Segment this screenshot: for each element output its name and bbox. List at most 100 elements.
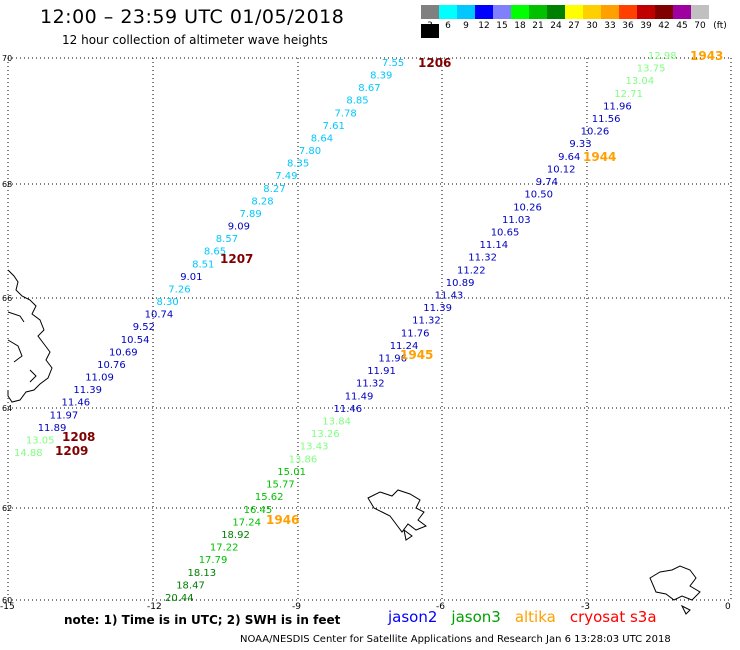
wave-height-value: 10.50 (524, 190, 553, 201)
wave-height-value: 10.26 (513, 202, 542, 213)
color-swatch (421, 5, 439, 19)
color-scale-label: (ft) (713, 21, 727, 31)
wave-height-value: 11.14 (480, 240, 509, 251)
wave-height-value: 8.27 (263, 184, 285, 195)
wave-height-value: 8.64 (311, 134, 333, 145)
wave-height-value: 12.98 (648, 51, 677, 62)
wave-height-value: 11.03 (502, 215, 531, 226)
pass-time-label: 1207 (220, 252, 253, 266)
wave-height-value: 8.67 (358, 83, 380, 94)
wave-height-value: 11.46 (62, 398, 91, 409)
wave-height-value: 17.79 (199, 555, 228, 566)
color-swatch (493, 5, 511, 19)
longitude-label: 0 (725, 602, 731, 612)
wave-height-value: 10.76 (97, 360, 126, 371)
wave-height-value: 17.24 (232, 517, 261, 528)
wave-height-value: 10.65 (491, 228, 520, 239)
color-swatch (547, 5, 565, 19)
wave-height-value: 11.49 (345, 391, 374, 402)
wave-height-value: 9.52 (133, 322, 155, 333)
color-swatch (691, 5, 709, 19)
altimeter-tracks: 7.55 8.398.67 8.857.78 7.61 8.647.80 8.357.49… (14, 51, 677, 604)
color-scale-label: 24 (550, 21, 562, 31)
wave-height-value: 11.32 (412, 316, 441, 327)
shetland-islands (649, 565, 701, 615)
wave-height-value: 11.46 (334, 404, 363, 415)
wave-height-value: 13.05 (26, 435, 55, 446)
color-swatch (457, 5, 475, 19)
wave-height-value: 15.62 (255, 492, 284, 503)
color-scale-label: 3 (427, 21, 433, 31)
color-scale-label: 6 (445, 21, 451, 31)
wave-height-value: 13.43 (300, 442, 329, 453)
pass-time-label: 1208 (62, 430, 95, 444)
wave-height-value: 10.74 (145, 310, 174, 321)
wave-height-value: 8.28 (251, 196, 273, 207)
wave-height-value: 7.80 (299, 146, 321, 157)
wave-height-value: 16.45 (244, 505, 273, 516)
wave-height-value: 9.01 (180, 272, 202, 283)
latitude-label: 66 (2, 294, 13, 303)
color-scale-label: 9 (463, 21, 469, 31)
map-grid (7, 57, 732, 601)
latitude-label: 70 (2, 54, 13, 63)
wave-height-value: 13.26 (311, 429, 340, 440)
wave-height-value: 11.43 (435, 291, 464, 302)
wave-height-value: 7.26 (168, 285, 190, 296)
wave-height-value: 10.26 (581, 127, 610, 138)
credit-footer: NOAA/NESDIS Center for Satellite Applica… (240, 634, 671, 645)
latitude-label: 62 (2, 504, 13, 513)
wave-height-value: 13.04 (626, 76, 655, 87)
pass-time-label: 1946 (266, 513, 299, 527)
color-swatch (529, 5, 547, 19)
color-scale-labels: 3 6 9 12 15 18 21 24 27 30 33 36 39 42 45 70 (ft) (421, 21, 731, 31)
color-scale-label: 70 (694, 21, 706, 31)
wave-height-value: 9.33 (569, 139, 591, 150)
wave-height-value: 11.76 (401, 328, 430, 339)
legend-entry: jason3 (451, 608, 501, 626)
wave-height-value: 13.84 (322, 417, 351, 428)
wave-height-value: 11.96 (603, 101, 632, 112)
wave-height-value: 7.55 (382, 58, 404, 69)
longitude-label: -12 (147, 602, 162, 612)
color-scale-label: 36 (622, 21, 634, 31)
units-note: note: 1) Time is in UTC; 2) SWH is in fe… (64, 613, 341, 627)
wave-height-value: 11.39 (423, 303, 452, 314)
wave-height-value: 20.44 (165, 593, 194, 604)
wave-height-value: 11.24 (390, 341, 419, 352)
wave-height-value: 18.92 (221, 530, 250, 541)
color-swatch (673, 5, 691, 19)
color-swatch (511, 5, 529, 19)
legend-entry: altika (514, 608, 556, 626)
wave-height-value: 11.09 (85, 373, 114, 384)
wave-height-value: 10.54 (121, 335, 150, 346)
wave-height-value: 13.86 (289, 454, 318, 465)
wave-height-value: 8.39 (370, 71, 392, 82)
wave-height-value: 10.89 (446, 278, 475, 289)
wave-height-value: 9.09 (228, 222, 250, 233)
color-swatch (439, 5, 457, 19)
color-swatch (601, 5, 619, 19)
wave-height-value: 15.01 (277, 467, 306, 478)
wave-height-value: 18.47 (176, 580, 205, 591)
color-scale-label: 33 (604, 21, 616, 31)
latitude-label: 68 (2, 180, 13, 189)
color-scale-label: 18 (514, 21, 526, 31)
color-scale-label: 15 (496, 21, 508, 31)
latitude-label: 60 (2, 596, 13, 605)
wave-height-value: 11.91 (367, 366, 396, 377)
wave-height-value: 11.32 (468, 253, 497, 264)
color-swatch (475, 5, 493, 19)
wave-height-value: 11.32 (356, 379, 385, 390)
wave-height-value: 17.22 (210, 543, 239, 554)
color-scale-label: 39 (640, 21, 652, 31)
wave-height-value: 8.65 (204, 247, 226, 258)
wave-height-value: 11.89 (38, 423, 67, 434)
longitude-label: -6 (436, 602, 445, 612)
wave-height-value: 11.56 (592, 114, 621, 125)
wave-height-value: 8.30 (157, 297, 179, 308)
pass-time-label: 1945 (400, 348, 433, 362)
longitude-label: -15 (0, 602, 15, 612)
wave-height-value: 14.88 (14, 448, 43, 459)
